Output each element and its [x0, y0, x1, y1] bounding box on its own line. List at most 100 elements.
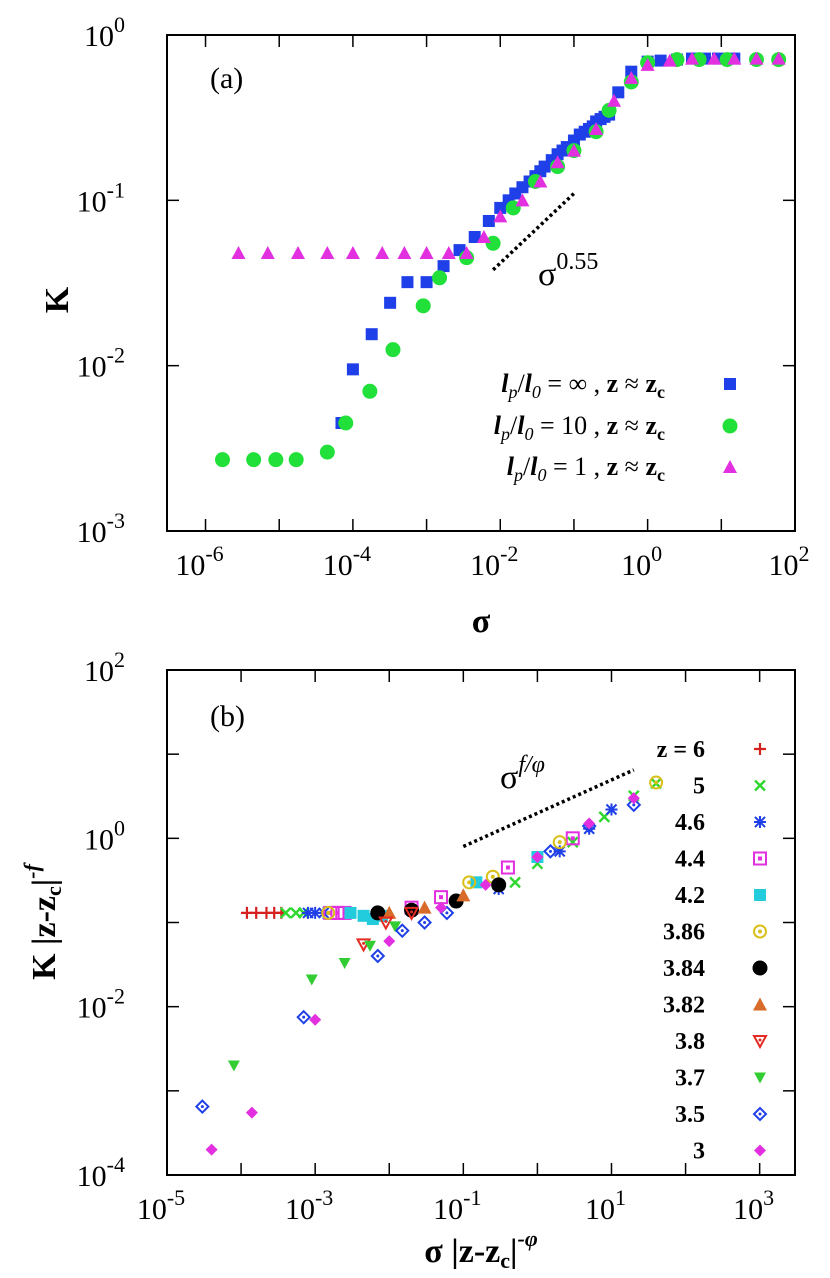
slope-guide-line	[462, 768, 635, 849]
legend-marker	[752, 960, 768, 976]
data-point	[491, 877, 507, 893]
data-point	[566, 836, 579, 849]
x-axis-label-b-main: σ |z-z	[424, 1233, 500, 1270]
x-tick-label: 10-4	[323, 541, 371, 582]
data-point	[771, 51, 786, 65]
y-axis-label-b-end: |	[26, 879, 63, 887]
slope-exponent-b: f/φ	[518, 752, 545, 778]
legend-label: 3.8	[675, 1029, 705, 1055]
data-point	[640, 57, 655, 71]
slope-exponent-a: 0.55	[556, 249, 598, 275]
data-point	[462, 875, 477, 890]
slope-guide-line	[491, 192, 576, 272]
x-tick-label: 10-6	[175, 541, 223, 582]
data-point	[649, 775, 664, 790]
legend-marker	[754, 779, 766, 792]
legend-label: lp/l0 = 10 , z ≈ zc	[494, 411, 665, 444]
x-axis-label-b-end: |	[510, 1233, 518, 1270]
x-tick-label: 103	[733, 1185, 774, 1226]
x-axis-label-b-sub: c	[500, 1248, 510, 1273]
data-point	[382, 905, 397, 919]
legend-marker	[722, 418, 738, 434]
x-tick-label: 100	[621, 541, 662, 582]
legend-label: 4.6	[675, 810, 705, 836]
legend-label: lp/l0 = ∞ , z ≈ zc	[501, 369, 665, 402]
annotation-line-b	[462, 768, 635, 849]
data-point	[605, 803, 618, 816]
annotation-line-a	[491, 192, 576, 272]
axis-ticks-a: 10-6 10-4 10-2 100 102 10-3 10-2 10-1 100	[77, 12, 810, 582]
data-point	[394, 923, 410, 939]
data-point	[607, 93, 622, 107]
y-axis-label-b-sup: -f	[19, 861, 44, 878]
data-marks-a	[215, 51, 787, 468]
data-point	[707, 51, 722, 65]
data-point	[365, 328, 378, 341]
legend-marker	[753, 924, 767, 939]
data-point	[383, 935, 396, 948]
data-point	[550, 155, 565, 169]
legend-label: 4.4	[675, 847, 705, 873]
data-point	[357, 909, 370, 922]
data-point	[612, 86, 625, 99]
data-point	[566, 143, 581, 157]
data-point	[319, 444, 335, 460]
x-tick-label: 101	[585, 1185, 626, 1226]
data-point	[589, 122, 604, 136]
data-point	[246, 452, 262, 468]
data-point	[375, 246, 390, 260]
legend-marker	[723, 460, 737, 473]
slope-symbol-a: σ	[538, 256, 556, 293]
y-axis-label-b-main: K |z-z	[26, 896, 63, 980]
data-point	[419, 246, 434, 260]
legend-label: 3	[693, 1139, 705, 1165]
plot-frame-a	[166, 34, 796, 532]
data-point	[338, 958, 351, 970]
data-point	[389, 921, 402, 933]
data-point	[435, 901, 448, 914]
legend-marker	[724, 378, 736, 390]
data-point	[260, 246, 275, 260]
y-tick-label: 10-2	[77, 984, 125, 1025]
y-axis-label-b-sub: c	[41, 886, 66, 896]
data-point	[626, 797, 642, 813]
legend-marker	[754, 1072, 766, 1084]
data-point	[420, 276, 433, 289]
legend-label: z = 6	[657, 737, 705, 763]
panel-label-b: (b)	[210, 700, 245, 733]
axis-ticks-b: 10-5 10-3 10-1 101 103 10-4 10-2 100 102	[77, 647, 795, 1226]
data-point	[385, 342, 401, 358]
data-point	[384, 296, 397, 309]
legend-a: lp/l0 = ∞ , z ≈ zc lp/l0 = 10 , z ≈ zc lp/…	[494, 369, 738, 485]
data-point	[500, 860, 515, 875]
data-point	[533, 174, 548, 188]
data-point	[320, 246, 335, 260]
legend-label: 5	[693, 774, 705, 800]
data-point	[279, 907, 292, 919]
legend-label: 3.86	[663, 920, 705, 946]
data-point	[468, 231, 481, 244]
data-point	[344, 906, 357, 919]
y-tick-label: 10-4	[77, 1152, 125, 1193]
data-point	[397, 246, 412, 260]
legend-marker	[754, 743, 766, 755]
data-point	[364, 940, 377, 952]
data-point	[456, 888, 471, 902]
data-point	[479, 878, 492, 891]
data-point	[684, 51, 699, 65]
x-tick-label: 10-5	[137, 1185, 185, 1226]
legend-label: 4.2	[675, 883, 705, 909]
data-point	[531, 851, 544, 864]
legend-marker	[752, 1035, 768, 1050]
data-marks-b	[194, 775, 664, 1156]
legend-label: 3.82	[663, 993, 705, 1019]
data-point	[415, 298, 431, 314]
y-tick-label: 10-3	[77, 508, 125, 549]
data-point	[288, 452, 304, 468]
data-point	[749, 51, 764, 65]
legend-marker	[754, 889, 766, 901]
data-point	[215, 452, 231, 468]
data-point	[362, 383, 378, 399]
data-point	[417, 915, 433, 930]
slope-symbol-b: σ	[500, 759, 518, 796]
